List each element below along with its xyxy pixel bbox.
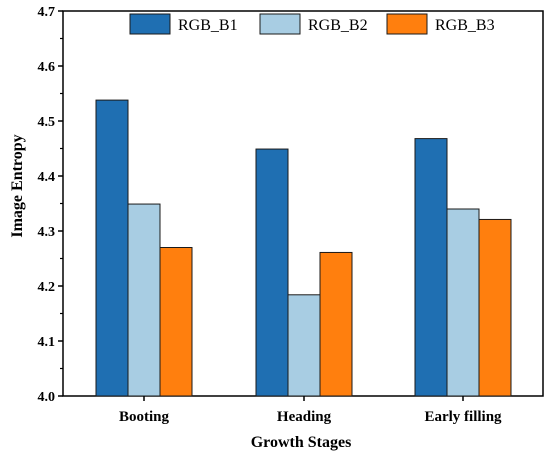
x-axis-category-labels: Booting Heading Early filling [119, 396, 502, 425]
bar-rgb-b1-early-filling [414, 138, 448, 397]
y-tick-label: 4.6 [38, 60, 56, 75]
bar-rgb-b2-heading [287, 294, 321, 397]
y-axis-title: Image Entropy [9, 134, 26, 237]
bar-rgb-b2-booting [127, 203, 161, 397]
legend-label-rgb-b2: RGB_B2 [308, 17, 368, 34]
y-tick-label: 4.1 [38, 335, 56, 350]
legend-label-rgb-b1: RGB_B1 [178, 17, 238, 34]
legend-label-rgb-b3: RGB_B3 [435, 17, 495, 34]
bar-rgb-b2-early-filling [446, 208, 480, 397]
y-tick-label: 4.7 [38, 5, 56, 20]
x-tick-label: Early filling [424, 409, 502, 425]
y-tick-label: 4.0 [38, 390, 56, 405]
y-tick-label: 4.4 [38, 170, 56, 185]
bar-rgb-b1-heading [255, 148, 289, 397]
x-tick-label: Heading [277, 409, 332, 425]
legend-swatch-rgb-b3 [386, 13, 428, 35]
x-axis-title: Growth Stages [251, 434, 352, 451]
y-tick-label: 4.3 [38, 225, 56, 240]
x-tick-label: Booting [119, 409, 170, 425]
legend-swatch-rgb-b1 [129, 13, 171, 35]
bar-rgb-b1-booting [95, 99, 129, 397]
legend: RGB_B1 RGB_B2 RGB_B3 [129, 13, 495, 35]
bar-rgb-b3-booting [159, 247, 193, 397]
bars-group [95, 99, 512, 397]
y-axis-ticks: 4.0 4.1 4.2 4.3 4.4 4.5 4.6 4.7 [38, 5, 63, 405]
y-tick-label: 4.5 [38, 115, 56, 130]
y-tick-label: 4.2 [38, 280, 56, 295]
legend-swatch-rgb-b2 [259, 13, 301, 35]
bar-rgb-b3-early-filling [478, 218, 512, 397]
bar-rgb-b3-heading [319, 251, 353, 397]
